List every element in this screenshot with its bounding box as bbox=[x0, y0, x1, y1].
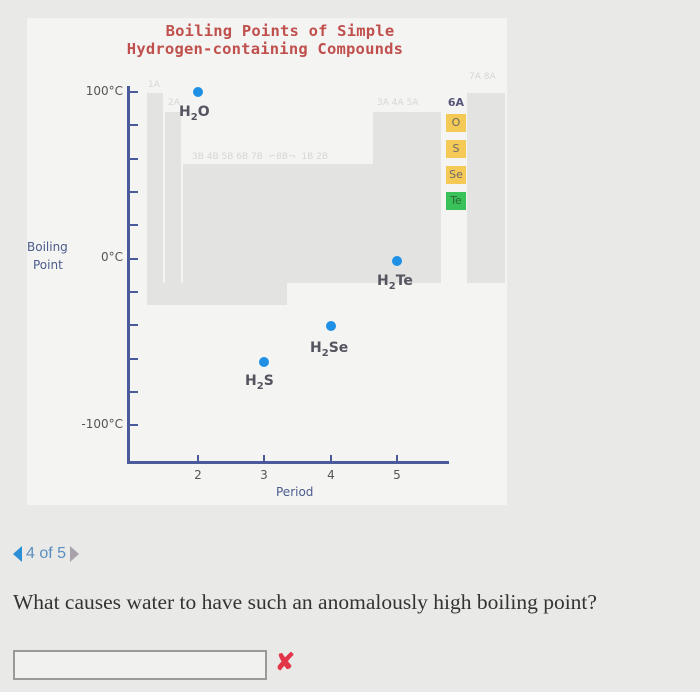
answer-input[interactable] bbox=[13, 650, 267, 680]
element-sulfur: S bbox=[446, 140, 466, 158]
y-axis-title-line-2: Point bbox=[33, 258, 63, 272]
pager: 4 of 5 bbox=[13, 545, 80, 563]
pager-text: 4 of 5 bbox=[26, 545, 67, 562]
group-6a-header: 6A bbox=[447, 96, 465, 109]
question-text: What causes water to have such an anomal… bbox=[13, 590, 597, 614]
x-tick-label-4: 4 bbox=[327, 468, 335, 482]
data-point-h2te bbox=[392, 256, 402, 266]
y-axis bbox=[127, 86, 130, 464]
y-tick-label-minus-100: -100°C bbox=[81, 417, 123, 431]
chart-title-line-1: Boiling Points of Simple bbox=[165, 22, 395, 40]
x-tick-label-5: 5 bbox=[393, 468, 401, 482]
prev-arrow-icon[interactable] bbox=[13, 546, 22, 562]
label-h2s: H2S bbox=[245, 373, 274, 392]
element-selenium: Se bbox=[446, 166, 466, 184]
incorrect-x-icon: ✘ bbox=[275, 649, 296, 676]
y-axis-title-line-1: Boiling bbox=[27, 240, 68, 254]
chart-title-line-2: Hydrogen-containing Compounds bbox=[126, 40, 404, 58]
data-point-h2s bbox=[259, 357, 269, 367]
label-h2se: H2Se bbox=[310, 340, 349, 359]
group-label: 2A bbox=[168, 98, 180, 108]
x-tick-label-3: 3 bbox=[260, 468, 268, 482]
y-tick-label-0: 0°C bbox=[100, 250, 123, 264]
x-tick-label-2: 2 bbox=[194, 468, 202, 482]
element-oxygen: O bbox=[446, 114, 466, 132]
next-arrow-icon[interactable] bbox=[70, 546, 80, 562]
data-point-h2o bbox=[193, 87, 203, 97]
x-axis bbox=[127, 461, 449, 464]
label-h2te: H2Te bbox=[377, 273, 413, 292]
data-point-h2se bbox=[326, 321, 336, 331]
y-tick-label-100: 100°C bbox=[85, 84, 123, 98]
element-tellurium: Te bbox=[446, 192, 466, 210]
chart-figure: Boiling Points of Simple Hydrogen-contai… bbox=[27, 18, 507, 505]
x-axis-title: Period bbox=[276, 485, 314, 499]
label-h2o: H2O bbox=[179, 104, 210, 123]
group-label: 1A bbox=[148, 80, 160, 90]
